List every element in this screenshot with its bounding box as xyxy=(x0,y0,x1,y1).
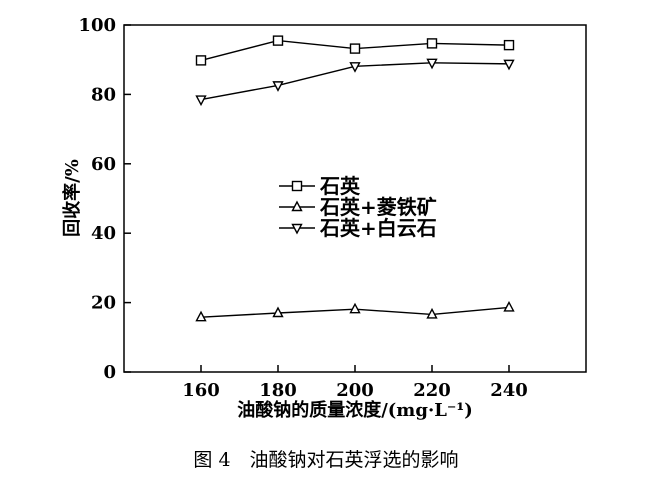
legend-label: 石英+白云石 xyxy=(319,216,437,240)
legend-label: 石英+菱铁矿 xyxy=(319,195,437,219)
figure-caption: 图 4 油酸钠对石英浮选的影响 xyxy=(193,449,458,471)
series-2 xyxy=(195,300,515,322)
series-layer xyxy=(195,35,515,322)
y-tick-label: 60 xyxy=(91,154,116,175)
series-1 xyxy=(195,35,515,66)
x-axis-label: 油酸钠的质量浓度/(mg·L⁻¹) xyxy=(237,399,473,421)
data-point xyxy=(272,306,284,318)
y-tick-label: 20 xyxy=(91,293,116,314)
legend-marker xyxy=(291,200,303,212)
x-axis-ticks: 160 180 200 220 240 xyxy=(182,365,528,401)
y-tick-label: 100 xyxy=(78,15,116,36)
x-tick-label: 160 xyxy=(182,380,220,401)
data-point xyxy=(426,58,438,70)
data-point xyxy=(349,43,361,54)
x-tick-label: 240 xyxy=(490,380,528,401)
y-tick-label: 80 xyxy=(91,84,116,105)
data-point xyxy=(195,55,207,66)
data-point xyxy=(349,62,361,73)
legend-item: 石英 xyxy=(279,174,361,198)
x-tick-label: 200 xyxy=(336,380,374,401)
data-point xyxy=(272,35,284,46)
y-axis-ticks: 0 20 40 60 80 100 xyxy=(78,15,131,383)
data-point xyxy=(426,38,438,49)
y-tick-label: 0 xyxy=(103,362,116,383)
data-point xyxy=(195,310,207,322)
y-axis-label: 回收率/% xyxy=(61,159,83,237)
series-3 xyxy=(195,58,515,107)
data-point xyxy=(426,307,438,319)
legend-item: 石英+白云石 xyxy=(279,216,437,240)
legend-marker xyxy=(291,223,303,235)
data-point xyxy=(195,95,207,107)
data-point xyxy=(349,302,361,314)
data-point xyxy=(272,81,284,92)
data-point xyxy=(503,39,515,51)
legend-item: 石英+菱铁矿 xyxy=(279,195,437,219)
y-tick-label: 40 xyxy=(91,223,116,244)
x-tick-label: 180 xyxy=(259,380,297,401)
x-tick-label: 220 xyxy=(413,380,451,401)
data-point xyxy=(503,300,515,312)
data-point xyxy=(503,59,515,71)
legend-label: 石英 xyxy=(319,174,361,198)
legend-marker xyxy=(291,180,303,192)
